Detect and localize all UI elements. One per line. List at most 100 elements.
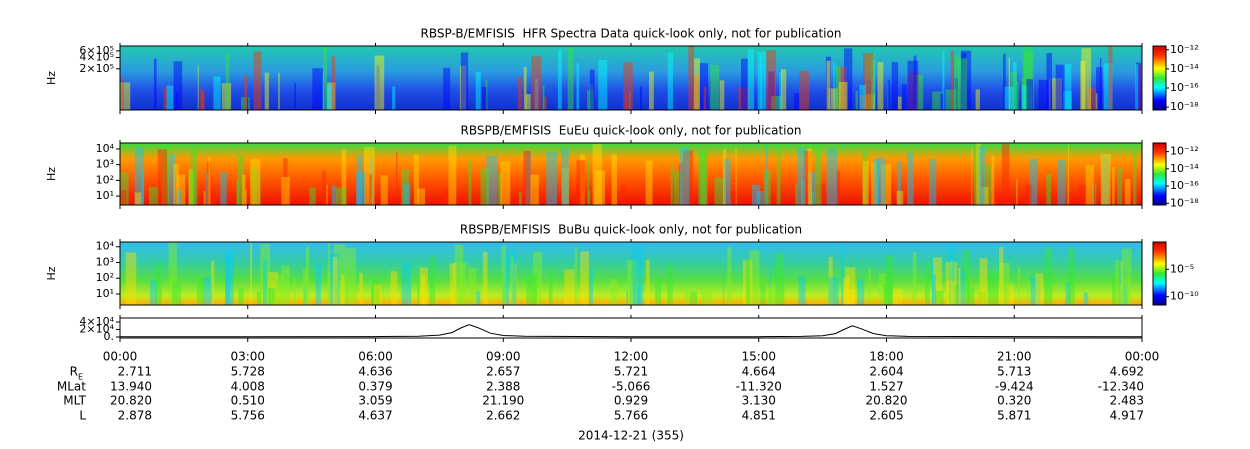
spectrogram-texture — [828, 257, 833, 305]
spectrogram-texture — [449, 263, 455, 305]
y-tick-label: 10¹ — [96, 287, 114, 300]
x-tick-label: 00:00 — [103, 350, 138, 364]
spectrogram-texture — [1046, 174, 1052, 205]
spectrogram-texture — [770, 96, 782, 110]
spectrogram-texture — [984, 164, 993, 205]
ephemeris-value: -12.340 — [1098, 380, 1144, 394]
spectrogram-texture — [448, 145, 457, 205]
ephemeris-value: -11.320 — [736, 380, 782, 394]
spectrogram-texture — [841, 247, 844, 305]
spectrogram-texture — [953, 56, 960, 110]
colorbar-tick-label: 10⁻⁵ — [1170, 262, 1194, 275]
spectrogram-texture — [518, 192, 522, 205]
spectrogram-texture — [444, 188, 449, 205]
ephemeris-value: 13.940 — [110, 380, 152, 394]
spectrogram-texture — [724, 158, 731, 205]
spectrogram-texture — [1080, 60, 1086, 110]
spectrogram-texture — [862, 150, 867, 205]
spectrogram-texture — [958, 268, 961, 305]
ephemeris-value: 4.917 — [1110, 409, 1144, 423]
spectrogram-texture — [769, 264, 771, 305]
colorbar-label: V^2/m^2/Hz — [1222, 39, 1236, 118]
spectrogram-texture — [225, 53, 230, 110]
spectrogram-texture — [153, 58, 157, 110]
spectrogram-texture — [1026, 79, 1034, 110]
spectrogram-texture — [950, 50, 955, 110]
spectrogram-texture — [1117, 168, 1123, 205]
spectrogram-texture — [1035, 273, 1044, 305]
spectrogram-texture — [907, 152, 914, 205]
spectrogram-texture — [948, 243, 952, 305]
spectrogram-texture — [359, 272, 363, 305]
spectrogram-texture — [845, 274, 850, 305]
spectrogram-texture — [722, 148, 726, 205]
spectrogram-texture — [1123, 284, 1128, 305]
spectrogram — [120, 242, 1142, 305]
spectrogram-texture — [225, 253, 231, 305]
spectrogram-texture — [140, 169, 145, 205]
y-tick-label: 10² — [96, 173, 114, 186]
spectrogram-texture — [1044, 247, 1053, 305]
spectrogram-texture — [500, 161, 511, 205]
spectrogram-texture — [815, 183, 826, 205]
spectrogram-texture — [120, 190, 127, 205]
spectrogram-texture — [645, 160, 653, 205]
spectrogram-texture — [176, 92, 178, 110]
spectrogram-texture — [1096, 67, 1103, 110]
spectrogram-texture — [626, 290, 628, 305]
spectrogram-texture — [924, 262, 930, 305]
spectrogram-texture — [1119, 283, 1130, 305]
spectrogram-texture — [327, 243, 330, 305]
spectrogram-texture — [482, 252, 488, 305]
ephemeris-value: 5.871 — [997, 409, 1031, 423]
spectrogram-texture — [526, 274, 537, 305]
spectrogram-texture — [960, 50, 972, 110]
spectrogram-texture — [1004, 86, 1014, 110]
spectrogram-texture — [331, 56, 336, 110]
spectrogram-texture — [199, 89, 205, 110]
spectrogram-texture — [826, 60, 831, 110]
ephemeris-label: R — [70, 365, 78, 379]
spectrogram-texture — [322, 73, 324, 110]
spectrogram-texture — [940, 93, 944, 110]
spectrogram-texture — [460, 52, 469, 110]
spectrogram-texture — [188, 169, 194, 205]
spectrogram-texture — [380, 175, 388, 205]
spectrogram-texture — [887, 81, 889, 110]
spectrogram-texture — [364, 146, 375, 205]
spectrogram-texture — [827, 291, 838, 305]
spectrogram-texture — [742, 259, 753, 305]
spectrogram-texture — [134, 147, 144, 205]
spectrogram-texture — [807, 148, 813, 205]
ephemeris-value: 3.130 — [742, 394, 776, 408]
spectrogram-texture — [999, 262, 1010, 305]
spectrogram-texture — [150, 280, 157, 305]
spectrogram-texture — [322, 46, 328, 110]
spectrogram-texture — [951, 246, 955, 305]
spectrogram-texture — [1115, 260, 1120, 305]
spectrogram-texture — [692, 75, 700, 110]
spectrogram-texture — [155, 262, 162, 305]
spectrogram-texture — [991, 156, 995, 205]
spectrogram-texture — [303, 285, 307, 305]
spectrogram-texture — [833, 62, 835, 110]
spectrogram-texture — [206, 171, 209, 205]
spectrogram-texture — [699, 63, 709, 110]
ephemeris-value: 0.929 — [614, 394, 648, 408]
spectrogram-texture — [588, 190, 591, 205]
spectrogram-texture — [256, 291, 262, 305]
spectrogram-texture — [932, 91, 942, 110]
spectrogram-texture — [531, 56, 542, 110]
spectrogram-texture — [1057, 160, 1066, 205]
spectrogram-texture — [294, 83, 297, 110]
spectrogram-texture — [961, 52, 967, 110]
spectrogram-texture — [459, 65, 467, 110]
colorbar — [1152, 45, 1167, 111]
spectrogram-texture — [530, 174, 539, 205]
spectrogram-texture — [914, 74, 924, 110]
spectrogram-texture — [976, 143, 981, 205]
spectrogram-texture — [1094, 183, 1097, 205]
colorbar-tick-label: 10⁻¹² — [1170, 145, 1199, 158]
spectrogram-texture — [129, 190, 133, 205]
